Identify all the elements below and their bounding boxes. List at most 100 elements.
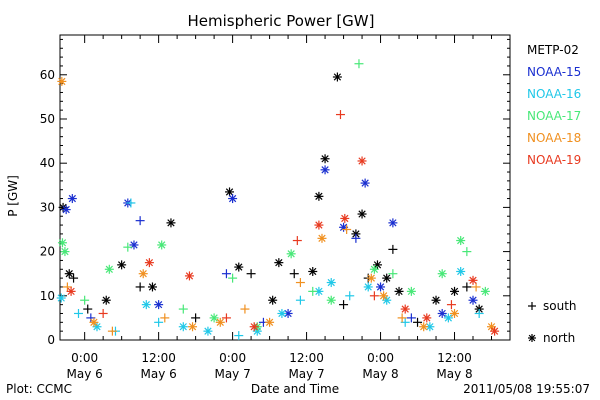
north-marker bbox=[89, 317, 99, 327]
y-axis: 0 10 20 30 40 50 60 bbox=[40, 38, 510, 347]
legend-entry: METP-02 bbox=[527, 43, 579, 57]
south-marker bbox=[308, 286, 318, 296]
north-marker bbox=[369, 264, 379, 274]
south-marker bbox=[234, 331, 244, 341]
x-tick-date: May 8 bbox=[436, 367, 472, 381]
y-tick-label: 40 bbox=[40, 156, 55, 170]
north-marker bbox=[249, 322, 259, 332]
south-marker bbox=[240, 304, 250, 314]
marker-legend-label: south bbox=[543, 299, 577, 313]
north-marker bbox=[382, 273, 392, 283]
south-marker bbox=[73, 308, 83, 318]
x-tick-date: May 7 bbox=[214, 367, 250, 381]
north-marker bbox=[456, 266, 466, 276]
south-marker bbox=[388, 244, 398, 254]
x-tick-time: 0:00 bbox=[367, 351, 394, 365]
south-marker bbox=[413, 317, 423, 327]
north-marker bbox=[234, 262, 244, 272]
legend-entry: NOAA-16 bbox=[527, 87, 581, 101]
y-tick-label: 50 bbox=[40, 112, 55, 126]
north-marker bbox=[61, 205, 71, 215]
north-marker bbox=[101, 295, 111, 305]
north-marker bbox=[437, 308, 447, 318]
south-marker bbox=[397, 313, 407, 323]
north-marker bbox=[406, 286, 416, 296]
south-marker bbox=[335, 110, 345, 120]
plot-credit: Plot: CCMC bbox=[6, 382, 72, 396]
north-marker bbox=[228, 194, 238, 204]
north-marker bbox=[528, 334, 536, 342]
north-marker bbox=[141, 300, 151, 310]
north-marker bbox=[104, 264, 114, 274]
south-marker bbox=[462, 282, 472, 292]
north-marker bbox=[320, 165, 330, 175]
north-marker bbox=[394, 286, 404, 296]
south-marker bbox=[221, 313, 231, 323]
south-marker bbox=[98, 308, 108, 318]
north-marker bbox=[144, 258, 154, 268]
north-marker bbox=[443, 313, 453, 323]
north-marker bbox=[480, 286, 490, 296]
y-tick-label: 30 bbox=[40, 200, 55, 214]
north-marker bbox=[437, 269, 447, 279]
y-tick-label: 60 bbox=[40, 68, 55, 82]
south-marker bbox=[154, 317, 164, 327]
south-marker bbox=[246, 269, 256, 279]
north-marker bbox=[431, 295, 441, 305]
north-marker bbox=[357, 209, 367, 219]
north-marker bbox=[66, 286, 76, 296]
north-marker bbox=[184, 271, 194, 281]
x-tick-date: May 6 bbox=[67, 367, 103, 381]
south-marker bbox=[160, 313, 170, 323]
north-marker bbox=[400, 304, 410, 314]
north-marker bbox=[314, 220, 324, 230]
north-marker bbox=[129, 240, 139, 250]
south-marker bbox=[69, 273, 79, 283]
legend-entry: NOAA-18 bbox=[527, 131, 581, 145]
data-points bbox=[56, 59, 500, 341]
south-marker bbox=[221, 269, 231, 279]
north-marker bbox=[360, 178, 370, 188]
north-marker bbox=[366, 273, 376, 283]
north-marker bbox=[67, 194, 77, 204]
north-marker bbox=[456, 236, 466, 246]
north-marker bbox=[419, 322, 429, 332]
chart-title: Hemispheric Power [GW] bbox=[188, 12, 375, 30]
y-tick-label: 10 bbox=[40, 289, 55, 303]
north-marker bbox=[326, 295, 336, 305]
north-marker bbox=[317, 233, 327, 243]
south-marker bbox=[295, 295, 305, 305]
x-tick-time: 12:00 bbox=[437, 351, 472, 365]
x-axis: 0:00 May 6 12:00 May 6 0:00 May 7 12:00 May 7 0:… bbox=[67, 35, 493, 381]
north-marker bbox=[215, 317, 225, 327]
north-marker bbox=[154, 300, 164, 310]
north-marker bbox=[388, 218, 398, 228]
south-marker bbox=[339, 300, 349, 310]
north-marker bbox=[450, 286, 460, 296]
north-marker bbox=[468, 275, 478, 285]
south-marker bbox=[345, 291, 355, 301]
north-marker bbox=[422, 313, 432, 323]
north-marker bbox=[314, 191, 324, 201]
north-marker bbox=[332, 72, 342, 82]
north-marker bbox=[138, 269, 148, 279]
south-marker bbox=[178, 304, 188, 314]
x-tick-time: 12:00 bbox=[141, 351, 176, 365]
north-marker bbox=[57, 238, 67, 248]
north-marker bbox=[490, 326, 500, 336]
north-marker bbox=[286, 249, 296, 259]
marker-legend-label: north bbox=[543, 331, 575, 345]
south-marker bbox=[135, 282, 145, 292]
north-marker bbox=[60, 247, 70, 257]
north-marker bbox=[178, 322, 188, 332]
north-marker bbox=[340, 213, 350, 223]
y-axis-label: P [GW] bbox=[6, 175, 20, 217]
south-marker bbox=[446, 300, 456, 310]
north-marker bbox=[209, 313, 219, 323]
x-tick-time: 12:00 bbox=[289, 351, 324, 365]
south-marker bbox=[107, 326, 117, 336]
south-marker bbox=[62, 282, 72, 292]
south-marker bbox=[228, 273, 238, 283]
